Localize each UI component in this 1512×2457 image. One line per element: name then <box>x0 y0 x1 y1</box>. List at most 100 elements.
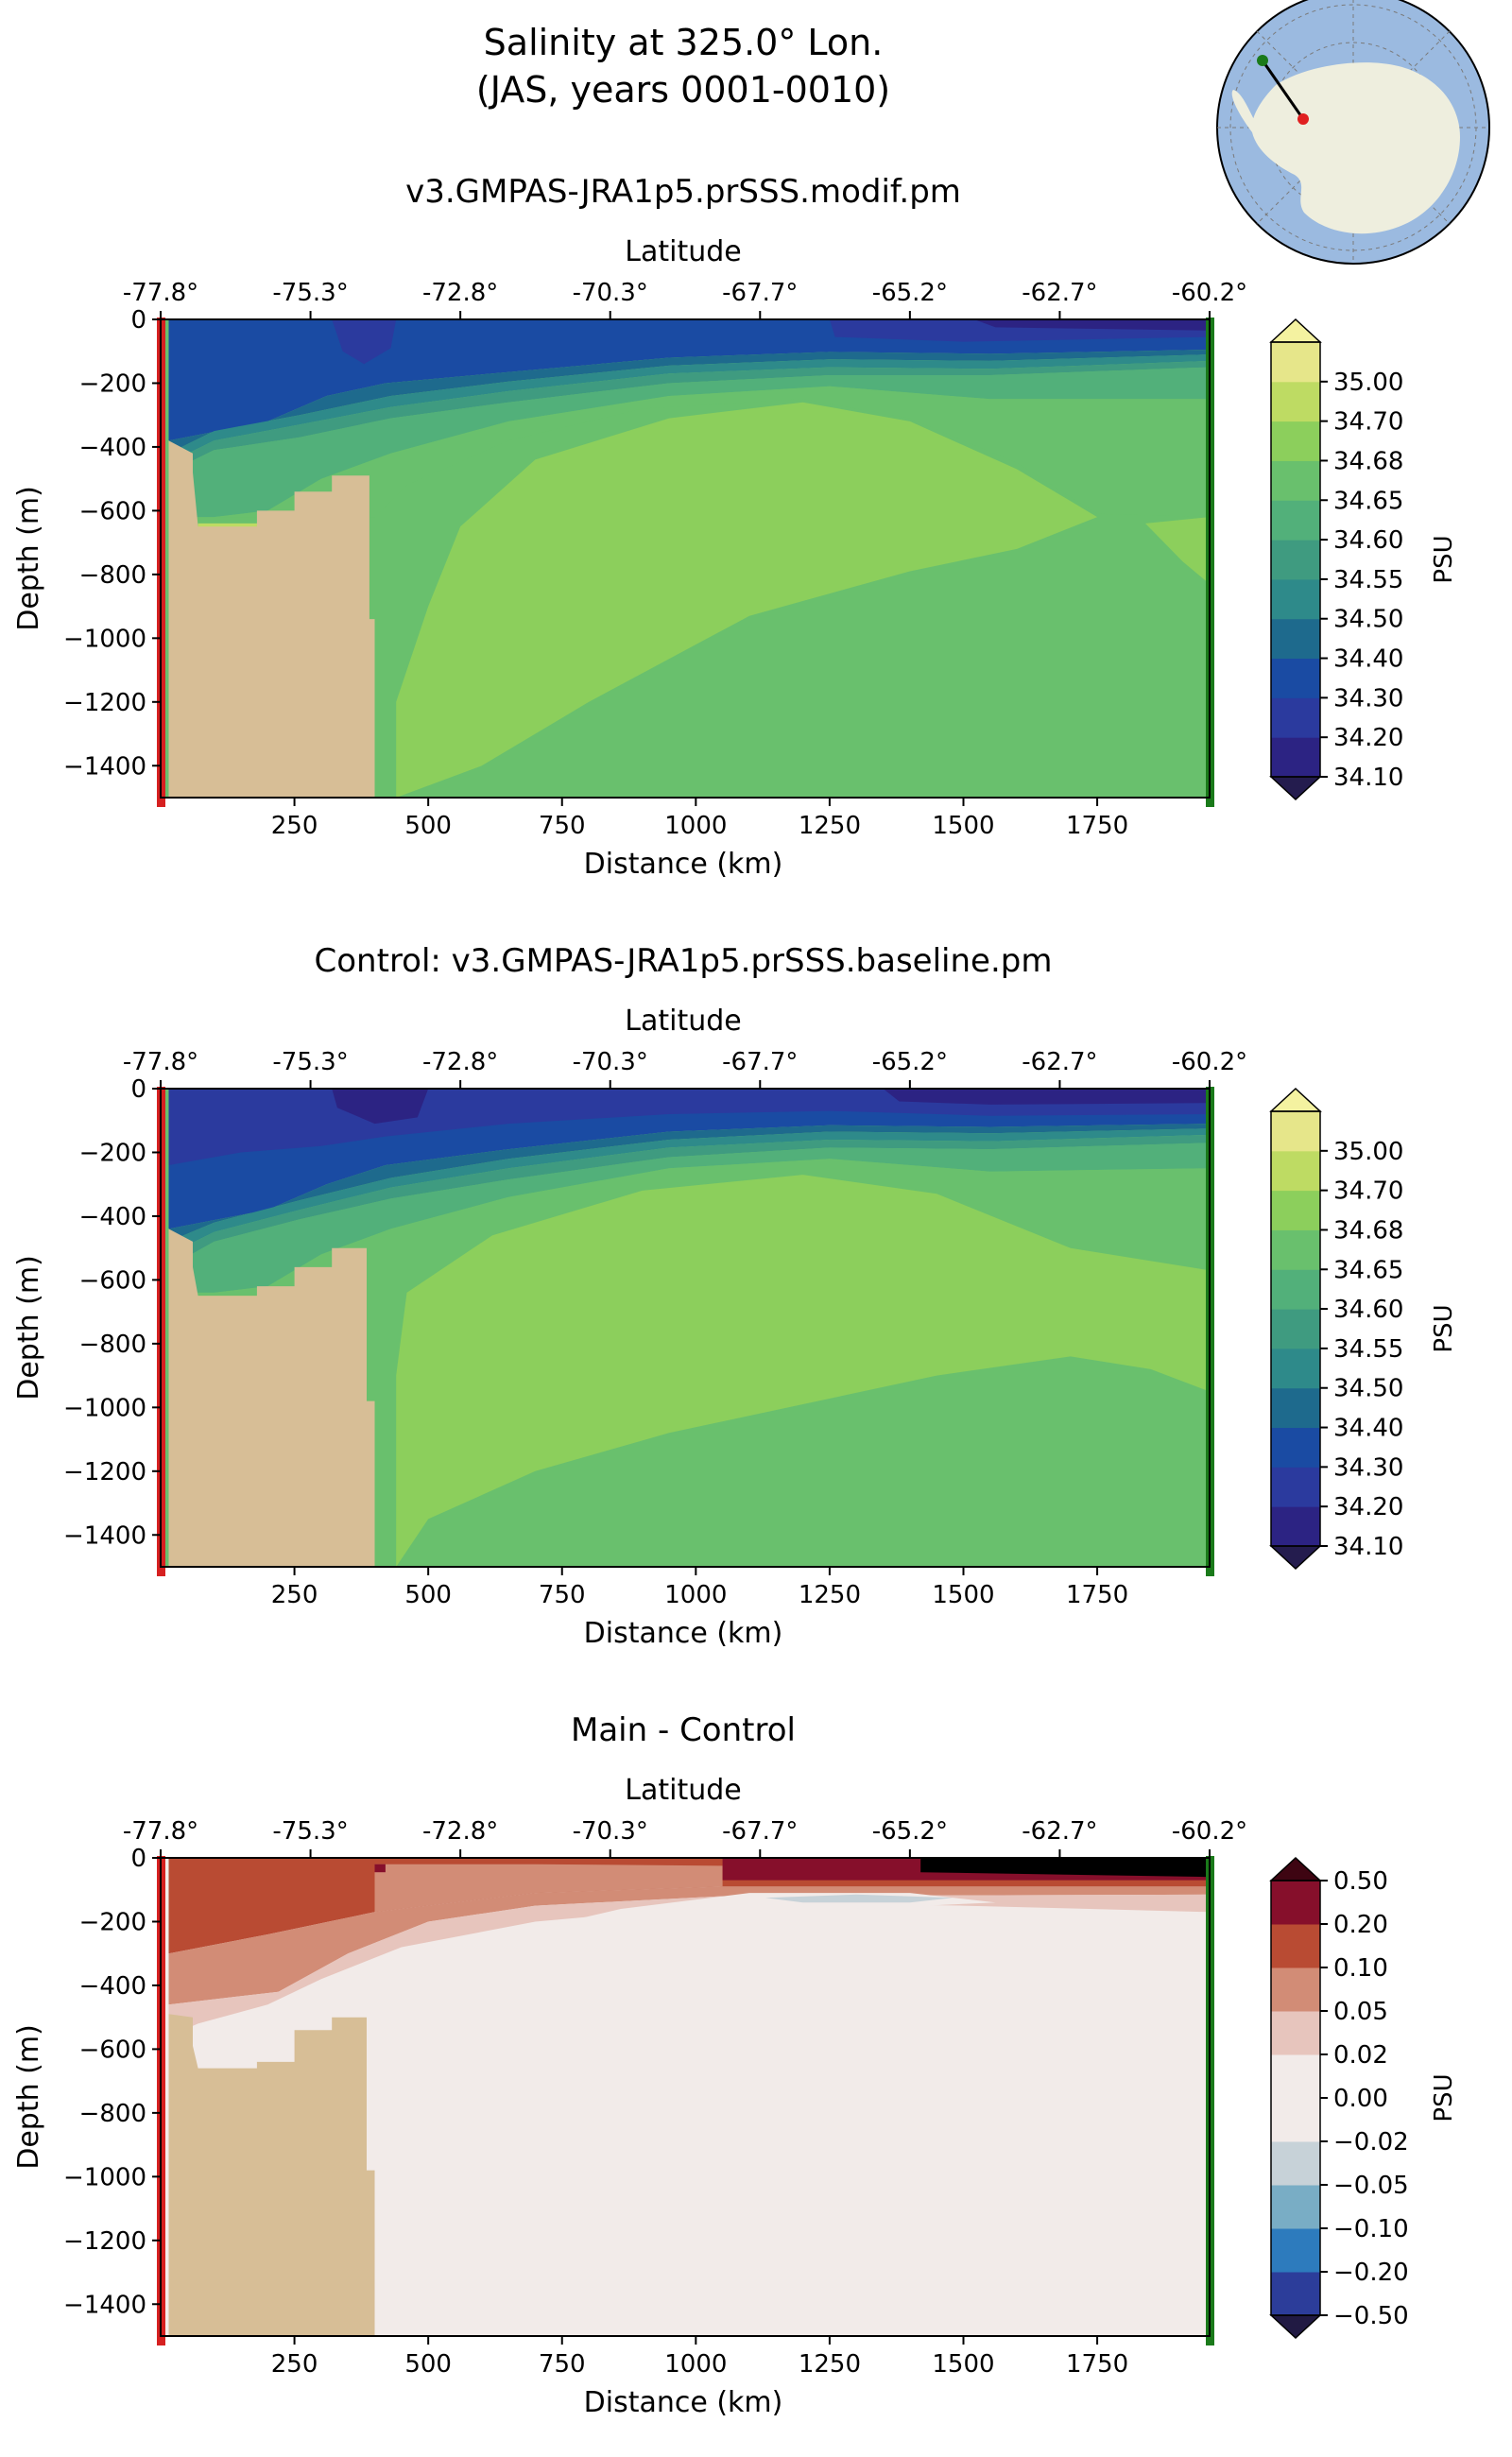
contour-region-34.20 <box>332 319 397 365</box>
colorbar-tick-label: 34.70 <box>1333 1177 1403 1206</box>
colorbar-segment <box>1271 1309 1320 1349</box>
antarctica-land <box>1231 62 1460 234</box>
y-tick-label: −1200 <box>63 1458 146 1486</box>
top-axis-label: Latitude <box>625 1005 741 1038</box>
colorbar-segment <box>1271 2098 1320 2142</box>
colorbar-tick-label: 0.02 <box>1333 2041 1388 2070</box>
colorbar-label: PSU <box>1430 2073 1458 2122</box>
x-tick-label: 750 <box>539 1581 586 1609</box>
lat-tick-label: -77.8° <box>123 1048 198 1076</box>
colorbar-tick-label: −0.20 <box>1333 2259 1409 2287</box>
colorbar-segment <box>1271 2228 1320 2273</box>
colorbar-tick-label: 34.65 <box>1333 487 1403 515</box>
lat-tick-label: -62.7° <box>1022 1817 1097 1846</box>
contour-region-34.30 <box>168 319 1210 441</box>
panel-2: Control: v3.GMPAS-JRA1p5.prSSS.baseline.… <box>12 942 1458 1650</box>
x-tick-label: 1500 <box>932 812 994 840</box>
colorbar-segment <box>1271 500 1320 541</box>
lat-tick-label: -65.2° <box>872 1048 948 1076</box>
contour-region-neg0.02 <box>524 1893 996 1938</box>
top-axis-label: Latitude <box>625 1774 741 1807</box>
x-tick-label: 250 <box>271 1581 318 1609</box>
x-tick-label: 1250 <box>799 2350 861 2379</box>
colorbar-tick-label: 34.40 <box>1333 1415 1403 1443</box>
colorbar-segment <box>1271 1506 1320 1547</box>
contour-region-34.68 <box>396 402 1098 798</box>
colorbar-segment <box>1271 1190 1320 1230</box>
inset-map <box>1216 0 1490 265</box>
contour-region-34.10 <box>883 1089 1210 1105</box>
y-tick-label: −1000 <box>63 1394 146 1422</box>
x-tick-label: 500 <box>404 2350 452 2379</box>
colorbar-over-triangle <box>1269 318 1322 343</box>
x-tick-label: 1000 <box>664 1581 727 1609</box>
contour-region-34.68 <box>396 1175 1210 1567</box>
y-tick-label: −600 <box>79 1266 146 1295</box>
contour-region-34.60 <box>168 1143 1210 1293</box>
colorbar-segment <box>1271 2272 1320 2316</box>
x-tick-label: 1500 <box>932 2350 994 2379</box>
lat-tick-label: -62.7° <box>1022 279 1097 307</box>
colorbar-segment <box>1271 2054 1320 2099</box>
panel-3: Main - Control 250 500 750 1000 1250 1500 1750 D… <box>12 1711 1458 2419</box>
y-axis-label: Depth (m) <box>12 2024 45 2170</box>
colorbar-segment <box>1271 2185 1320 2229</box>
y-tick-label: −200 <box>79 1139 146 1167</box>
colorbar-tick-label: 34.30 <box>1333 684 1403 713</box>
colorbar-tick-label: −0.02 <box>1333 2128 1409 2156</box>
panel-title: Main - Control <box>571 1711 796 1749</box>
contour-region-34.10 <box>973 319 1210 331</box>
colorbar-over-triangle <box>1269 1856 1322 1881</box>
x-tick-label: 250 <box>271 812 318 840</box>
y-tick-label: −400 <box>79 1203 146 1231</box>
lat-tick-label: -60.2° <box>1172 1817 1247 1846</box>
colorbar-tick-label: −0.10 <box>1333 2215 1409 2243</box>
transect-start-point <box>1297 113 1309 125</box>
x-tick-label: 500 <box>404 812 452 840</box>
lat-tick-label: -70.3° <box>573 279 648 307</box>
x-tick-label: 750 <box>539 812 586 840</box>
colorbar-segment <box>1271 540 1320 580</box>
colorbar-tick-label: 34.60 <box>1333 526 1403 555</box>
colorbar-tick-label: 34.10 <box>1333 1533 1403 1561</box>
x-tick-label: 1000 <box>664 812 727 840</box>
colorbar-over-triangle <box>1269 1087 1322 1112</box>
colorbar-segment <box>1271 421 1320 461</box>
colorbar-segment <box>1271 460 1320 501</box>
colorbar-segment <box>1271 578 1320 620</box>
colorbar-under-triangle <box>1269 1545 1322 1571</box>
colorbar-tick-label: 34.50 <box>1333 606 1403 634</box>
plot-frame <box>160 318 1211 799</box>
colorbar-segment <box>1271 1348 1320 1389</box>
lat-tick-label: -67.7° <box>722 1048 798 1076</box>
transect-line <box>1261 60 1305 120</box>
x-axis-label: Distance (km) <box>584 1617 783 1650</box>
colorbar-tick-label: 0.20 <box>1333 1911 1388 1939</box>
lat-tick-label: -75.3° <box>272 279 348 307</box>
contour-region-34.60 <box>168 367 1210 518</box>
transect-end-point <box>1257 55 1268 66</box>
y-tick-label: −400 <box>79 1972 146 2001</box>
colorbar-segment <box>1271 658 1320 698</box>
y-tick-label: −400 <box>79 434 146 462</box>
colorbar-tick-label: 0.10 <box>1333 1954 1388 1983</box>
colorbar-tick-label: 34.68 <box>1333 447 1403 475</box>
y-tick-label: −1400 <box>63 1521 146 1550</box>
lat-tick-label: -72.8° <box>422 1048 498 1076</box>
y-tick-label: −200 <box>79 369 146 398</box>
contour-region-34.55 <box>168 360 1210 472</box>
colorbar-segment <box>1271 697 1320 738</box>
plot-frame <box>160 1857 1211 2337</box>
colorbar-tick-label: 34.40 <box>1333 645 1403 674</box>
colorbar-label: PSU <box>1430 535 1458 583</box>
plot-area <box>161 319 1210 798</box>
colorbar-segment <box>1271 1967 1320 2012</box>
colorbar-segment <box>1271 1269 1320 1310</box>
contour-region-0.50 <box>920 1858 1210 1878</box>
colorbar-tick-label: 34.70 <box>1333 408 1403 437</box>
lat-tick-label: -67.7° <box>722 1817 798 1846</box>
contour-region-34.55 <box>168 1134 1210 1267</box>
colorbar-tick-label: 34.30 <box>1333 1453 1403 1482</box>
x-tick-label: 1750 <box>1066 812 1128 840</box>
colorbar-segment <box>1271 2141 1320 2186</box>
